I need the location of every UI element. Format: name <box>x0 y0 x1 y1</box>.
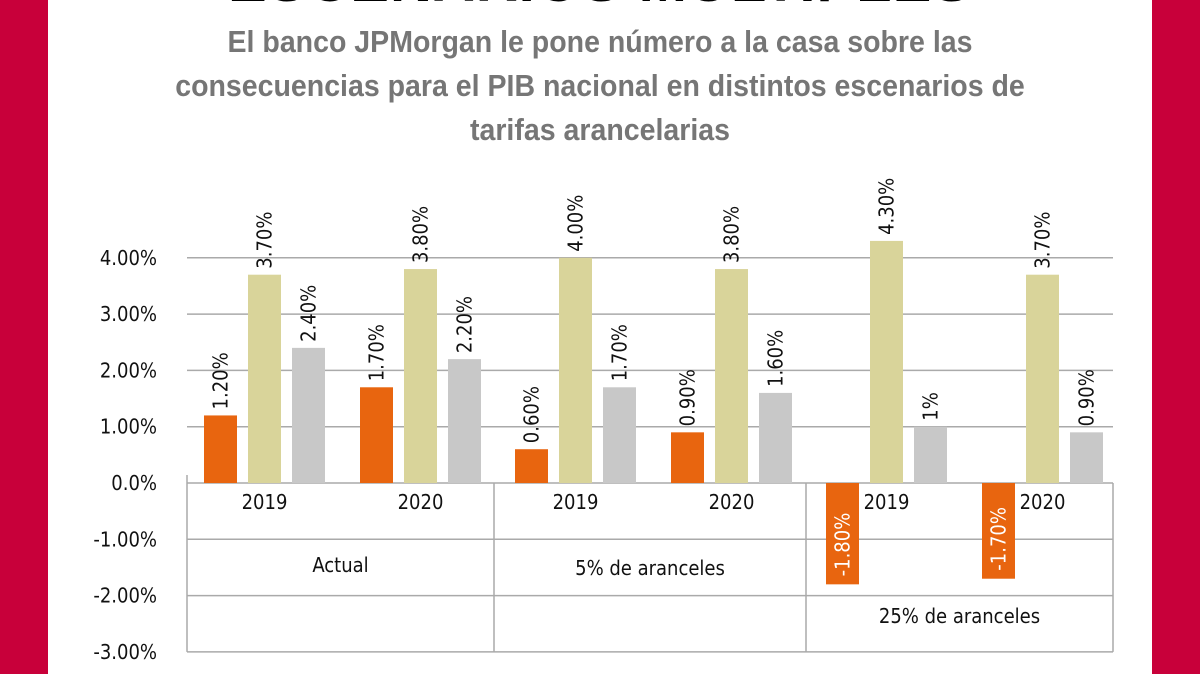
bar <box>1026 274 1059 483</box>
data-label: 2.40% <box>297 285 321 342</box>
category-label: 2019 <box>553 490 599 514</box>
bar <box>292 347 325 483</box>
bar <box>671 432 704 483</box>
bar <box>982 483 1015 579</box>
data-label: 0.90% <box>676 369 700 426</box>
data-label: 2.20% <box>453 296 477 353</box>
data-label: 1.70% <box>608 324 632 381</box>
data-label: 0.90% <box>1075 369 1099 426</box>
y-tick-label: 1.00% <box>100 415 157 439</box>
bar <box>515 449 548 483</box>
bar <box>360 387 393 483</box>
bar <box>914 426 947 483</box>
category-label: 2019 <box>864 490 910 514</box>
data-label: 1.60% <box>764 330 788 387</box>
bar <box>870 240 903 483</box>
data-label: 3.80% <box>720 206 744 263</box>
data-label: 1% <box>919 392 943 421</box>
bar <box>715 269 748 483</box>
bar <box>826 483 859 585</box>
data-label: 3.70% <box>1031 212 1055 269</box>
bar <box>603 387 636 483</box>
bar <box>759 392 792 483</box>
category-label: 2020 <box>709 490 755 514</box>
bar <box>204 415 237 483</box>
subtitle: El banco JPMorgan le pone número a la ca… <box>175 24 1025 147</box>
data-label: 0.60% <box>520 386 544 443</box>
data-label: 4.00% <box>564 195 588 252</box>
category-label: 2020 <box>398 490 444 514</box>
data-label: 1.20% <box>209 352 233 409</box>
infographic-panel: ESCENARIOS MÚLTIPLES El banco JPMorgan l… <box>48 0 1152 674</box>
data-label: 3.70% <box>253 212 277 269</box>
main-title: ESCENARIOS MÚLTIPLES <box>48 0 1152 12</box>
bar <box>248 274 281 483</box>
y-tick-label: 0.0% <box>111 471 157 495</box>
y-tick-label: 4.00% <box>100 246 157 270</box>
data-label: 1.70% <box>365 324 389 381</box>
y-tick-label: 2.00% <box>100 358 157 382</box>
y-tick-label: -1.00% <box>93 527 157 551</box>
bar <box>559 257 592 483</box>
y-tick-label: -2.00% <box>93 584 157 608</box>
category-label: 2020 <box>1020 490 1066 514</box>
data-label: 3.80% <box>409 206 433 263</box>
y-tick-label: 3.00% <box>100 302 157 326</box>
data-label: 4.30% <box>875 178 899 235</box>
y-tick-label: -3.00% <box>93 640 157 664</box>
bar <box>448 359 481 483</box>
group-label: Actual <box>312 553 368 577</box>
category-label: 2019 <box>242 490 288 514</box>
group-label: 5% de aranceles <box>575 556 725 580</box>
bar <box>404 269 437 483</box>
data-label: -1.70% <box>987 507 1011 571</box>
bar <box>1070 432 1103 483</box>
group-label: 25% de aranceles <box>879 604 1040 628</box>
data-label: -1.80% <box>831 513 855 577</box>
